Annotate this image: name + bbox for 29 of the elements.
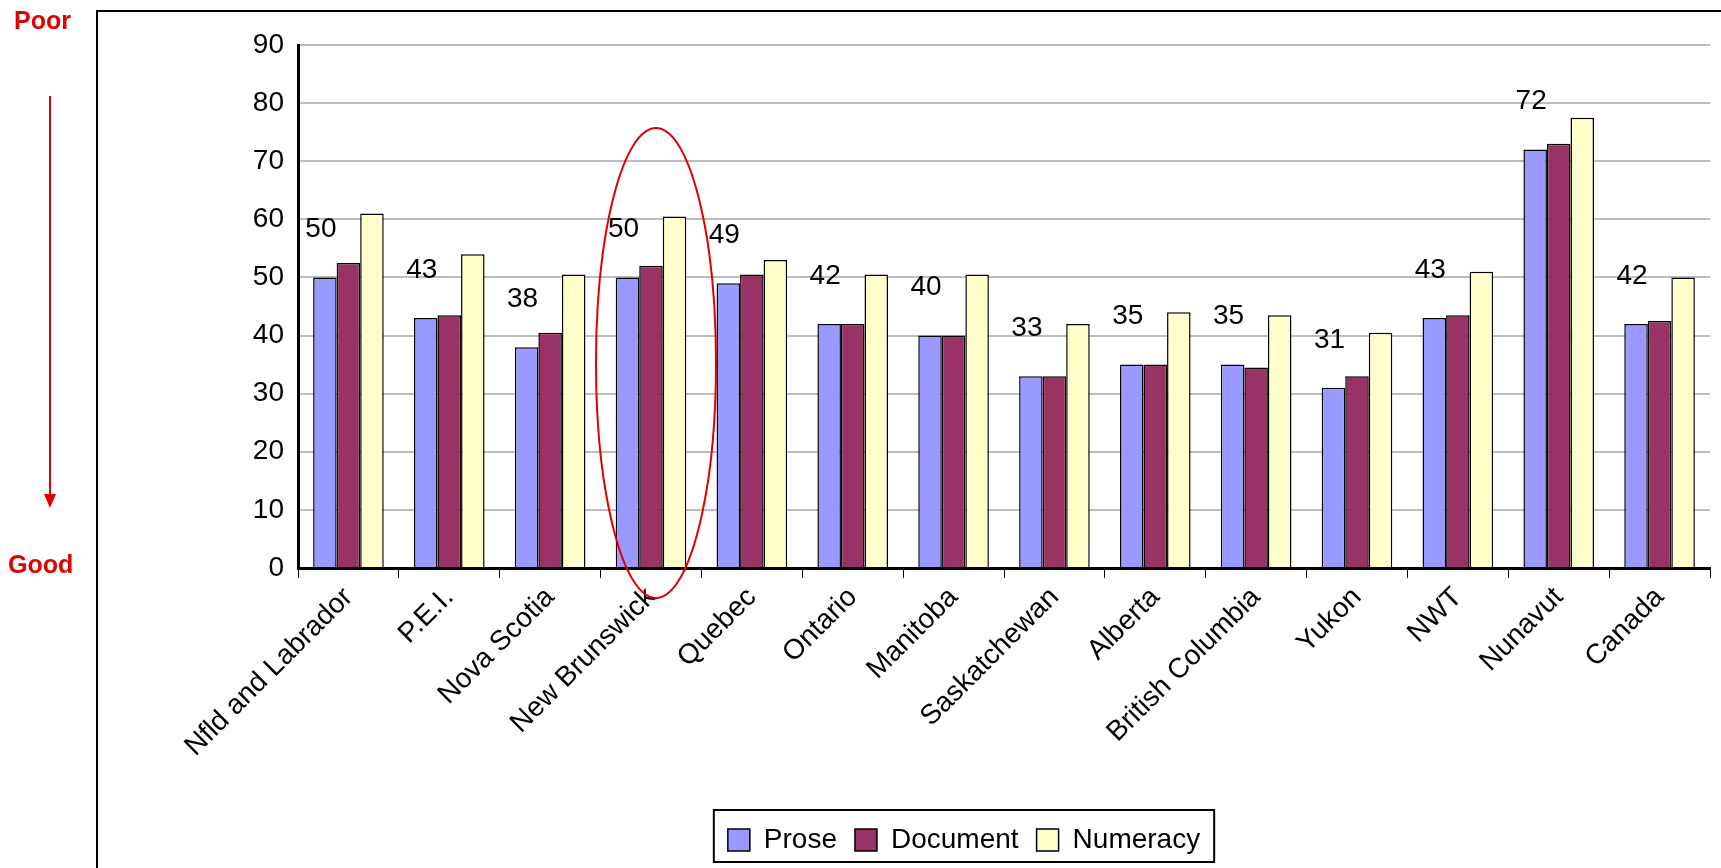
data-label: 50 — [305, 212, 337, 244]
legend-label: Prose — [763, 822, 837, 854]
y-tick-label: 0 — [268, 550, 284, 582]
y-tick-label: 30 — [252, 376, 284, 408]
text: Poor — [14, 6, 71, 35]
data-label: 43 — [1414, 252, 1446, 284]
y-tick-label: 50 — [252, 260, 284, 292]
data-label: 31 — [1313, 322, 1346, 354]
data-label: 33 — [1011, 310, 1043, 342]
y-tick-label: 10 — [252, 492, 284, 524]
data-label: 49 — [708, 217, 740, 249]
y-tick-label: 70 — [252, 143, 284, 175]
data-label: 42 — [809, 258, 841, 290]
data-label: 50 — [607, 212, 640, 244]
y-tick-label: 20 — [252, 434, 284, 466]
y-tick-label: 90 — [252, 27, 284, 59]
y-tick-label: 60 — [252, 202, 284, 234]
legend-label: Numeracy — [1072, 822, 1201, 854]
data-label: 43 — [406, 252, 438, 284]
text: Good — [8, 550, 74, 579]
data-label: 72 — [1515, 84, 1547, 116]
data-label: 40 — [910, 270, 942, 302]
data-label: 35 — [1213, 299, 1245, 331]
legend-label: Document — [890, 822, 1019, 854]
y-tick-label: 80 — [252, 85, 284, 117]
data-label: 42 — [1616, 258, 1648, 290]
y-tick-label: 40 — [252, 318, 284, 350]
data-label: 38 — [507, 281, 539, 313]
data-label: 35 — [1112, 299, 1144, 331]
